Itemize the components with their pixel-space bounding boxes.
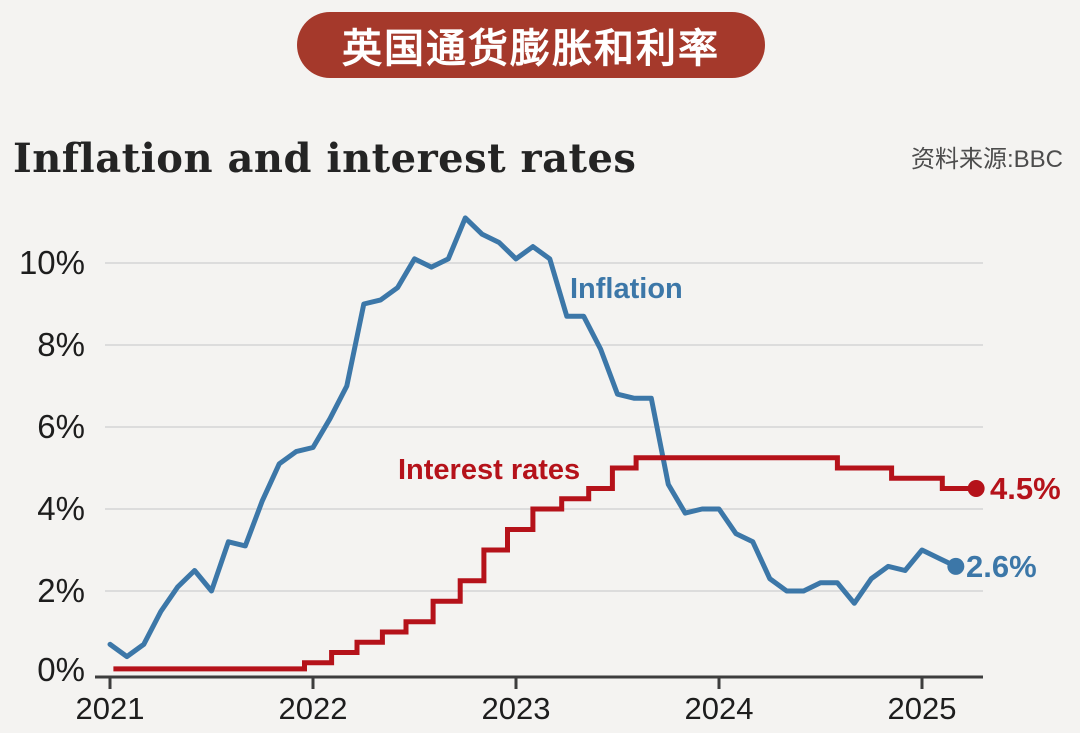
inflation-series-label: Inflation [570, 273, 683, 305]
y-tick-label: 0% [37, 651, 85, 688]
x-tick-label: 2025 [888, 691, 957, 726]
y-tick-label: 10% [19, 244, 85, 281]
x-tick-label: 2022 [279, 691, 348, 726]
interest-rates-end-dot [967, 480, 985, 497]
y-tick-label: 8% [37, 326, 85, 363]
x-tick-label: 2023 [482, 691, 551, 726]
inflation-end-value: 2.6% [966, 549, 1037, 584]
interest-rates-end-value: 4.5% [990, 471, 1061, 506]
y-tick-label: 2% [37, 572, 85, 609]
inflation-end-dot [947, 557, 965, 575]
x-tick-label: 2024 [685, 691, 754, 726]
interest-rates-line [113, 455, 977, 672]
x-tick-label: 2021 [76, 691, 145, 726]
banner-headline: 英国通货膨胀和利率 [297, 12, 765, 78]
y-tick-label: 6% [37, 408, 85, 445]
chart-title: Inflation and interest rates [13, 135, 637, 182]
inflation-line [107, 215, 959, 660]
interest-rates-series-label: Interest rates [398, 454, 581, 486]
source-credit: 资料来源:BBC [910, 146, 1063, 173]
y-tick-label: 4% [37, 490, 85, 527]
